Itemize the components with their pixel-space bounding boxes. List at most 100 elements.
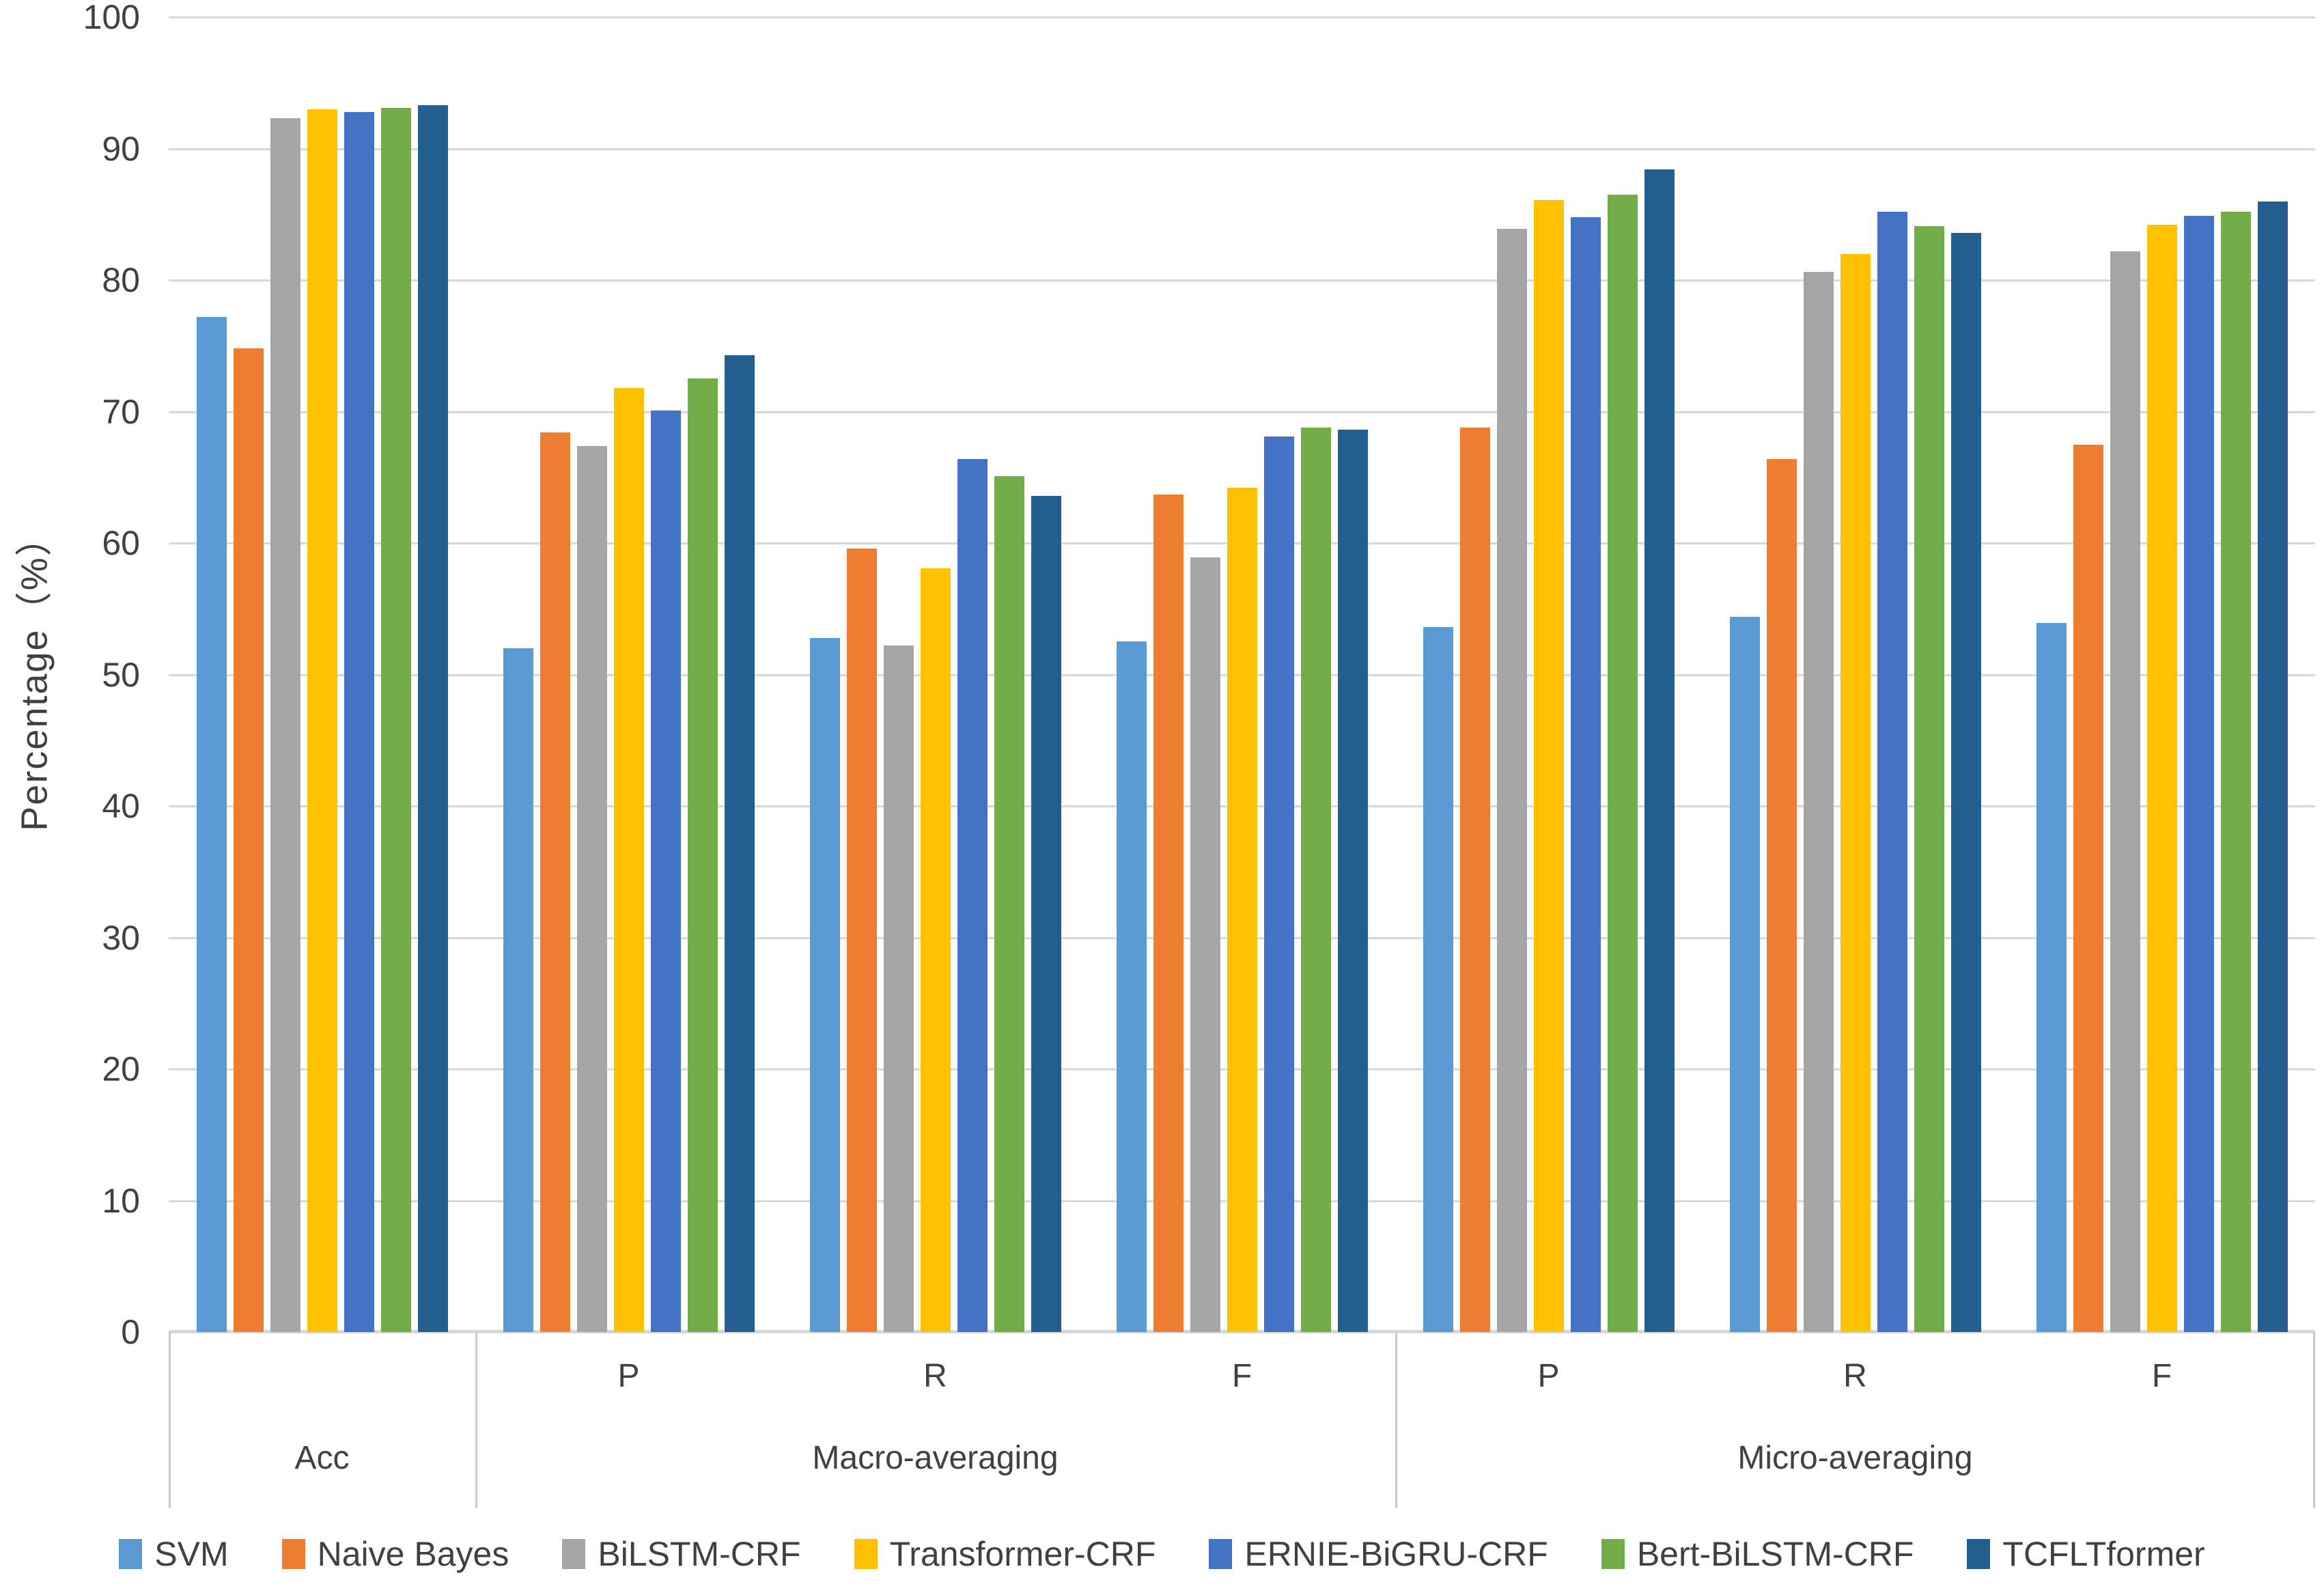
bar-BiLSTM-CRF-Acc	[270, 118, 300, 1332]
legend-swatch-icon	[1209, 1539, 1233, 1569]
bar-ERNIE-BiGRU-CRF-Acc	[344, 111, 374, 1332]
bar-SVM-Micro-P	[1423, 627, 1453, 1332]
bar-BiLSTM-CRF-Macro-P	[576, 445, 607, 1332]
bar-TCFLTformer-Macro-R	[1031, 495, 1061, 1332]
bar-ERNIE-BiGRU-CRF-Macro-P	[650, 410, 681, 1332]
y-tick-label-90: 90	[102, 129, 140, 168]
legend-swatch-icon	[562, 1539, 586, 1569]
category-sublabel-P-4: P	[1537, 1358, 1560, 1394]
legend-swatch-icon	[281, 1539, 305, 1569]
bar-Transformer-CRF-Macro-P	[613, 387, 644, 1332]
category-sublabel-R-5: R	[1843, 1358, 1867, 1394]
legend-swatch-icon	[1967, 1539, 1991, 1569]
bar-SVM-Micro-F	[2036, 623, 2067, 1332]
legend-item-Naive Bayes: Naive Bayes	[281, 1534, 509, 1574]
category-sublabel-F-6: F	[2151, 1358, 2172, 1394]
legend-label: TCFLTformer	[2002, 1535, 2205, 1573]
bar-Naive Bayes-Acc	[233, 348, 264, 1332]
bar-TCFLTformer-Macro-P	[724, 355, 755, 1332]
bar-group-Micro-R	[1702, 17, 2008, 1332]
bar-Naive Bayes-Micro-R	[1766, 458, 1797, 1332]
bar-group-Micro-F	[2008, 17, 2315, 1332]
gridline-80	[169, 279, 2315, 281]
gridline-70	[169, 411, 2315, 413]
y-tick-label-70: 70	[102, 392, 140, 431]
bar-group-Macro-R	[782, 17, 1089, 1332]
category-axis-band: P R F P R F Acc Macro-averaging Micro-averaging	[169, 1332, 2315, 1508]
legend-item-ERNIE-BiGRU-CRF: ERNIE-BiGRU-CRF	[1209, 1534, 1548, 1574]
bar-TCFLTformer-Macro-F	[1337, 430, 1368, 1332]
legend-item-Bert-BiLSTM-CRF: Bert-BiLSTM-CRF	[1601, 1534, 1914, 1574]
bar-Transformer-CRF-Micro-R	[1840, 253, 1871, 1332]
y-tick-label-20: 20	[102, 1050, 140, 1088]
bar-Bert-BiLSTM-CRF-Micro-P	[1607, 194, 1638, 1332]
legend-label: SVM	[154, 1535, 229, 1573]
legend-label: Naive Bayes	[317, 1535, 509, 1573]
y-tick-label-40: 40	[102, 787, 140, 825]
legend-swatch-icon	[1601, 1539, 1625, 1569]
band-divider-1	[475, 1332, 477, 1508]
category-sublabel-R-2: R	[923, 1358, 947, 1394]
y-tick-label-80: 80	[102, 261, 140, 299]
bar-Bert-BiLSTM-CRF-Micro-R	[1914, 226, 1944, 1332]
bar-Bert-BiLSTM-CRF-Macro-R	[994, 475, 1024, 1332]
bar-Naive Bayes-Macro-R	[846, 548, 877, 1332]
y-tick-label-0: 0	[121, 1313, 140, 1351]
category-group-row: Acc Macro-averaging Micro-averaging	[169, 1420, 2315, 1495]
band-divider-3	[2313, 1332, 2315, 1508]
bar-SVM-Acc	[196, 316, 227, 1332]
legend-swatch-icon	[854, 1539, 878, 1569]
category-group-label-Acc: Acc	[294, 1439, 350, 1476]
y-tick-label-10: 10	[102, 1181, 140, 1220]
legend-item-TCFLTformer: TCFLTformer	[1967, 1534, 2205, 1574]
bar-group-Macro-F	[1089, 17, 1395, 1332]
legend-item-BiLSTM-CRF: BiLSTM-CRF	[562, 1534, 801, 1574]
y-tick-label-50: 50	[102, 655, 140, 694]
bar-SVM-Macro-P	[503, 648, 533, 1332]
bar-Transformer-CRF-Micro-F	[2146, 225, 2177, 1332]
bar-SVM-Macro-R	[809, 637, 840, 1332]
bar-Bert-BiLSTM-CRF-Macro-P	[687, 378, 718, 1332]
bar-Naive Bayes-Macro-F	[1153, 494, 1184, 1332]
legend-label: Bert-BiLSTM-CRF	[1636, 1535, 1914, 1573]
bar-Transformer-CRF-Macro-F	[1227, 488, 1257, 1332]
bar-group-Acc	[169, 17, 475, 1332]
bar-series-container	[169, 17, 2315, 1332]
bar-ERNIE-BiGRU-CRF-Micro-F	[2183, 215, 2214, 1332]
bar-group-Macro-P	[475, 17, 782, 1332]
bar-Transformer-CRF-Acc	[307, 109, 337, 1332]
bar-Naive Bayes-Micro-F	[2073, 444, 2103, 1332]
bar-Transformer-CRF-Micro-P	[1533, 199, 1564, 1332]
bar-Bert-BiLSTM-CRF-Macro-F	[1300, 427, 1331, 1332]
bar-SVM-Macro-F	[1116, 641, 1147, 1332]
legend-label: Transformer-CRF	[889, 1535, 1156, 1573]
legend-item-SVM: SVM	[119, 1534, 229, 1574]
y-axis-tick-labels: 0 10 20 30 40 50 60 70 80 90 100	[0, 0, 140, 1351]
bar-ERNIE-BiGRU-CRF-Macro-R	[957, 458, 988, 1332]
bar-TCFLTformer-Micro-P	[1644, 169, 1675, 1332]
legend-label: BiLSTM-CRF	[598, 1535, 801, 1573]
bar-TCFLTformer-Acc	[417, 105, 448, 1332]
bar-BiLSTM-CRF-Macro-R	[883, 646, 914, 1332]
bar-ERNIE-BiGRU-CRF-Macro-F	[1263, 436, 1294, 1332]
bar-group-Micro-P	[1395, 17, 1702, 1332]
bar-ERNIE-BiGRU-CRF-Micro-P	[1570, 217, 1601, 1332]
bar-TCFLTformer-Micro-F	[2257, 201, 2288, 1332]
bar-Transformer-CRF-Macro-R	[920, 568, 951, 1332]
legend-item-Transformer-CRF: Transformer-CRF	[854, 1534, 1156, 1574]
bar-TCFLTformer-Micro-R	[1950, 232, 1981, 1332]
category-sublabel-empty	[169, 1332, 475, 1420]
gridline-100	[169, 16, 2315, 18]
category-sublabel-P-1: P	[617, 1358, 640, 1394]
bar-ERNIE-BiGRU-CRF-Micro-R	[1877, 211, 1907, 1332]
bar-Bert-BiLSTM-CRF-Acc	[380, 107, 411, 1332]
bar-BiLSTM-CRF-Macro-F	[1190, 557, 1220, 1332]
category-group-label-Micro-averaging: Micro-averaging	[1737, 1439, 1973, 1476]
y-tick-label-30: 30	[102, 918, 140, 957]
category-group-label-Macro-averaging: Macro-averaging	[812, 1439, 1059, 1476]
band-divider-2	[1395, 1332, 1397, 1508]
bar-SVM-Micro-R	[1729, 616, 1760, 1332]
band-divider-0	[169, 1332, 171, 1508]
